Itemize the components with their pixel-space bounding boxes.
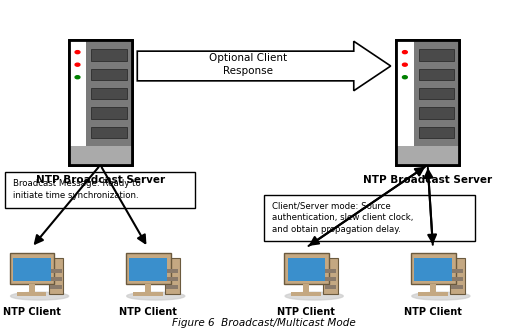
Bar bbox=[419, 107, 454, 118]
Bar bbox=[50, 277, 62, 281]
Bar bbox=[69, 40, 87, 165]
Bar bbox=[264, 195, 475, 241]
Bar bbox=[50, 285, 62, 288]
FancyBboxPatch shape bbox=[450, 258, 465, 294]
Circle shape bbox=[402, 63, 407, 66]
Bar bbox=[419, 88, 454, 99]
Bar bbox=[396, 40, 459, 165]
Bar bbox=[129, 257, 167, 281]
Bar bbox=[17, 292, 46, 296]
Bar bbox=[5, 172, 195, 208]
Text: NTP Broadcast Server: NTP Broadcast Server bbox=[363, 175, 492, 185]
Bar bbox=[69, 40, 132, 165]
Bar bbox=[291, 292, 321, 296]
Bar bbox=[419, 69, 454, 80]
Bar bbox=[91, 88, 127, 99]
Ellipse shape bbox=[285, 292, 343, 300]
Ellipse shape bbox=[11, 292, 69, 300]
Bar bbox=[29, 284, 35, 294]
Bar bbox=[396, 40, 414, 165]
FancyBboxPatch shape bbox=[284, 253, 329, 284]
Bar bbox=[145, 284, 151, 294]
Circle shape bbox=[75, 76, 80, 79]
Bar bbox=[419, 127, 454, 138]
FancyBboxPatch shape bbox=[165, 258, 180, 294]
Text: NTP Client: NTP Client bbox=[119, 307, 177, 317]
Bar bbox=[50, 269, 62, 273]
Bar bbox=[451, 285, 463, 288]
Circle shape bbox=[402, 50, 407, 54]
Bar bbox=[166, 269, 178, 273]
Bar bbox=[325, 285, 336, 288]
Text: Client/Server mode: Source
authentication, slew client clock,
and obtain propaga: Client/Server mode: Source authenticatio… bbox=[272, 202, 413, 234]
FancyBboxPatch shape bbox=[323, 258, 338, 294]
Bar bbox=[414, 40, 459, 165]
FancyBboxPatch shape bbox=[411, 253, 456, 284]
Bar bbox=[69, 40, 132, 165]
FancyArrow shape bbox=[137, 41, 391, 91]
Bar bbox=[91, 127, 127, 138]
Bar bbox=[325, 269, 336, 273]
Bar bbox=[91, 69, 127, 80]
Bar bbox=[325, 277, 336, 281]
Bar bbox=[91, 50, 127, 61]
Text: NTP Client: NTP Client bbox=[277, 307, 335, 317]
Text: Broadcast Message: Ready to
initiate time synchronization.: Broadcast Message: Ready to initiate tim… bbox=[13, 179, 141, 200]
Bar bbox=[414, 257, 452, 281]
Bar bbox=[288, 257, 325, 281]
Text: NTP Broadcast Server: NTP Broadcast Server bbox=[36, 175, 165, 185]
Bar bbox=[133, 292, 163, 296]
Text: Optional Client
Response: Optional Client Response bbox=[209, 53, 287, 76]
Bar bbox=[87, 40, 132, 165]
Bar bbox=[166, 285, 178, 288]
Bar bbox=[69, 146, 132, 165]
Circle shape bbox=[402, 76, 407, 79]
FancyBboxPatch shape bbox=[49, 258, 63, 294]
Circle shape bbox=[75, 50, 80, 54]
Bar bbox=[396, 146, 459, 165]
Bar bbox=[91, 107, 127, 118]
Bar bbox=[430, 284, 436, 294]
Ellipse shape bbox=[412, 292, 470, 300]
Ellipse shape bbox=[127, 292, 185, 300]
Bar bbox=[13, 257, 51, 281]
Bar bbox=[166, 277, 178, 281]
Bar bbox=[418, 292, 448, 296]
Bar bbox=[303, 284, 309, 294]
Bar bbox=[396, 40, 459, 165]
Bar bbox=[451, 269, 463, 273]
Text: NTP Client: NTP Client bbox=[3, 307, 61, 317]
FancyBboxPatch shape bbox=[10, 253, 54, 284]
Circle shape bbox=[75, 63, 80, 66]
Text: NTP Client: NTP Client bbox=[404, 307, 462, 317]
Bar bbox=[419, 50, 454, 61]
Text: Figure 6  Broadcast/Multicast Mode: Figure 6 Broadcast/Multicast Mode bbox=[172, 318, 356, 328]
FancyBboxPatch shape bbox=[126, 253, 171, 284]
Bar bbox=[451, 277, 463, 281]
